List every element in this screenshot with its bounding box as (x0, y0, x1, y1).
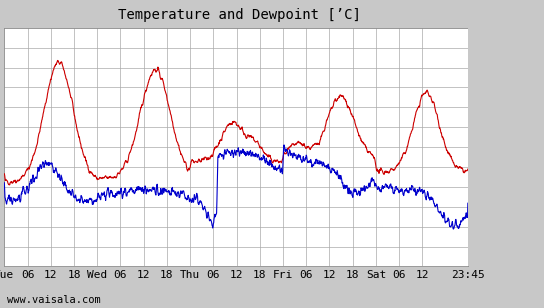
Text: Wed: Wed (87, 270, 107, 279)
Text: 12: 12 (44, 270, 58, 279)
Text: Sat: Sat (366, 270, 386, 279)
Text: 12: 12 (323, 270, 336, 279)
Text: Thu: Thu (180, 270, 200, 279)
Text: 06: 06 (21, 270, 34, 279)
Text: Temperature and Dewpoint [’C]: Temperature and Dewpoint [’C] (118, 8, 361, 22)
Text: 18: 18 (67, 270, 81, 279)
Text: 12: 12 (416, 270, 429, 279)
Text: 12: 12 (230, 270, 243, 279)
Text: 06: 06 (300, 270, 313, 279)
Text: Fri: Fri (273, 270, 293, 279)
Text: www.vaisala.com: www.vaisala.com (7, 295, 101, 305)
Text: 23:45: 23:45 (451, 270, 485, 279)
Text: Tue: Tue (0, 270, 15, 279)
Text: 06: 06 (392, 270, 406, 279)
Text: 06: 06 (114, 270, 127, 279)
Text: 12: 12 (137, 270, 151, 279)
Text: 18: 18 (346, 270, 360, 279)
Text: 18: 18 (253, 270, 267, 279)
Text: 18: 18 (160, 270, 174, 279)
Text: 06: 06 (207, 270, 220, 279)
